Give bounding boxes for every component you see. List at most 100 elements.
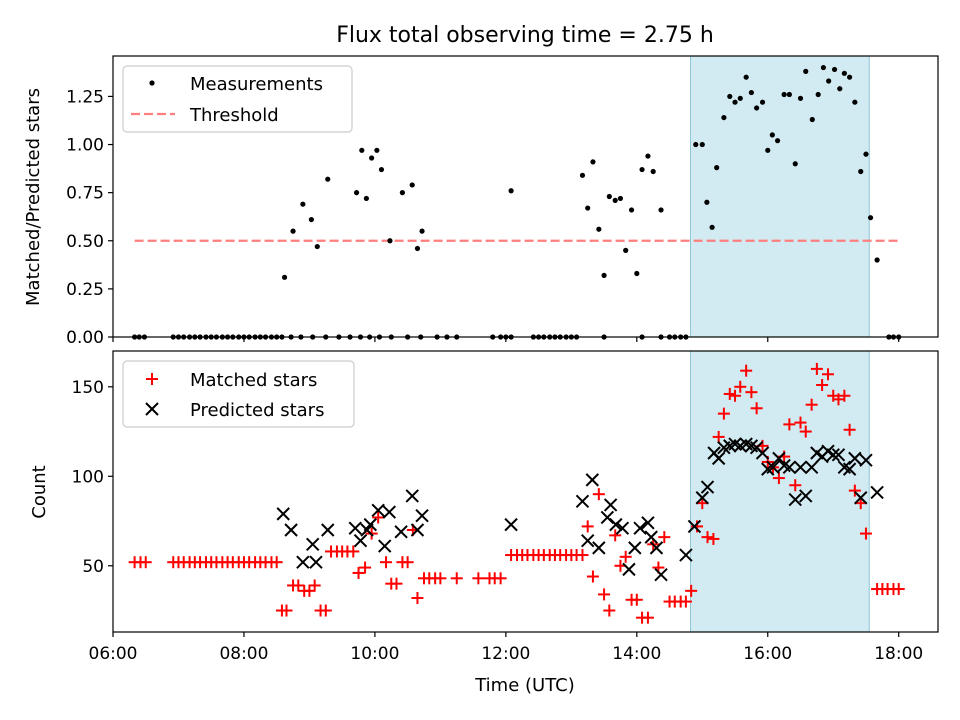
data-point	[586, 570, 599, 583]
data-point	[415, 508, 429, 523]
chart-title: Flux total observing time = 2.75 h	[336, 23, 714, 48]
y-tick-label: 1.00	[66, 136, 104, 156]
data-point	[580, 534, 595, 548]
data-point	[727, 93, 733, 100]
data-point	[799, 489, 813, 503]
data-point	[308, 579, 321, 592]
top-legend: Measurements Threshold	[122, 65, 353, 133]
data-point	[714, 165, 720, 171]
data-point	[290, 228, 296, 234]
data-point	[352, 566, 365, 579]
data-point-d2	[410, 523, 425, 537]
data-point	[815, 91, 821, 98]
data-point	[837, 86, 843, 92]
data-point	[414, 245, 421, 252]
data-point	[826, 448, 840, 462]
data-point	[575, 494, 590, 509]
data-point	[750, 402, 763, 415]
data-point	[378, 539, 392, 553]
data-point	[319, 604, 332, 617]
data-point	[300, 201, 306, 207]
series-matched-stars	[128, 362, 905, 624]
data-point	[296, 555, 310, 569]
data-point	[399, 190, 406, 196]
data-point	[679, 548, 693, 562]
data-point	[592, 541, 606, 555]
data-point	[601, 272, 607, 279]
data-point	[644, 530, 658, 544]
data-point	[699, 141, 705, 148]
data-point	[411, 591, 424, 604]
data-point-d2	[628, 541, 642, 555]
data-point	[693, 141, 699, 148]
data-point	[581, 520, 594, 533]
data-point	[858, 168, 864, 175]
data-point	[870, 485, 884, 500]
data-point-d2	[575, 494, 590, 509]
x-tick-label: 16:00	[743, 644, 792, 664]
data-point	[321, 523, 335, 537]
data-point	[754, 105, 760, 111]
data-point-d2	[687, 519, 702, 534]
data-point	[641, 516, 655, 530]
data-point-d2	[755, 446, 770, 460]
data-point	[409, 182, 415, 188]
y-tick-label: 150	[72, 378, 104, 398]
data-point	[786, 91, 792, 98]
data-point	[709, 224, 715, 230]
y-tick-label: 0.25	[66, 280, 104, 300]
data-point	[633, 521, 647, 535]
data-point	[810, 362, 823, 375]
data-point-d2	[371, 503, 385, 518]
data-point-d2	[276, 507, 290, 521]
data-point-d2	[580, 534, 595, 548]
data-point	[419, 228, 425, 234]
data-point	[711, 451, 726, 466]
data-point-d2	[777, 458, 791, 473]
data-point	[405, 489, 419, 503]
data-point	[508, 188, 514, 194]
data-point-d2	[609, 517, 623, 532]
data-point	[766, 460, 780, 475]
data-point	[603, 604, 616, 617]
data-point	[628, 207, 635, 213]
data-point	[606, 193, 612, 200]
data-point	[276, 507, 290, 521]
data-point-d2	[831, 448, 846, 462]
data-point	[729, 389, 742, 402]
bottom-legend: Matched stars Predicted stars	[122, 360, 355, 428]
data-point	[794, 416, 807, 429]
data-point-d2	[585, 473, 599, 487]
x-tick-label: 14:00	[612, 644, 661, 664]
data-point-d2	[504, 517, 518, 532]
data-point	[874, 257, 880, 263]
data-point	[755, 446, 770, 460]
legend-matched-label: Matched stars	[190, 370, 317, 391]
y-tick-label: 0.50	[66, 232, 104, 252]
data-point	[854, 491, 868, 505]
data-point-d2	[603, 498, 618, 512]
data-point-d2	[700, 480, 715, 494]
data-point	[382, 505, 397, 519]
data-point	[822, 368, 834, 381]
data-point	[748, 89, 754, 96]
legend-threshold-label: Threshold	[189, 105, 279, 126]
bottom-y-ticks: 50 100 150	[72, 378, 113, 577]
data-point-d2	[633, 521, 647, 535]
data-point	[270, 556, 283, 569]
data-point	[579, 172, 586, 178]
data-point	[831, 448, 846, 462]
data-point	[590, 159, 596, 165]
data-point	[380, 556, 393, 569]
data-point-d2	[870, 485, 884, 500]
bottom-panel: 50 100 150 06:00 08:00 10:00 12:00 14:00 16:00 1…	[29, 350, 939, 696]
data-point	[434, 572, 447, 585]
data-point-d2	[804, 460, 819, 475]
data-point-d2	[837, 460, 852, 475]
data-point	[769, 132, 775, 138]
data-point	[390, 577, 403, 590]
data-point-d2	[859, 453, 873, 467]
data-point	[805, 398, 818, 411]
data-point-d2	[854, 491, 868, 505]
data-point	[679, 595, 692, 608]
